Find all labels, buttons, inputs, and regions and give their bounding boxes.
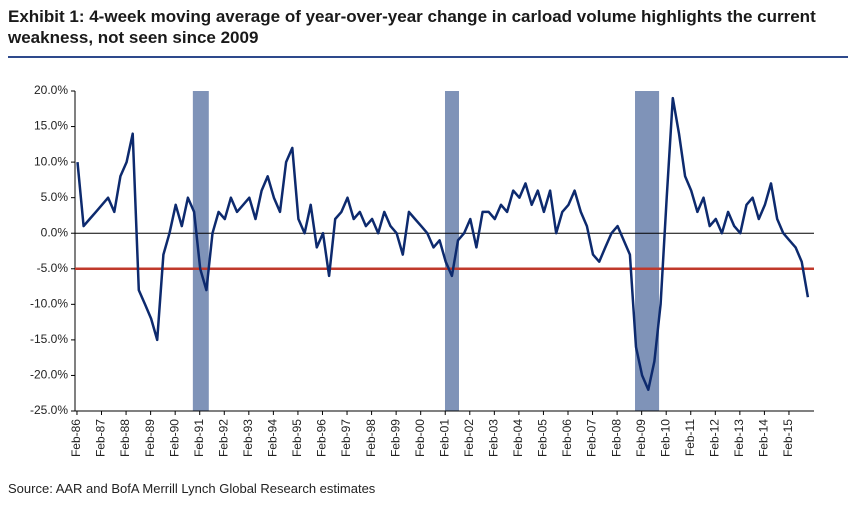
data-line [76,96,810,391]
x-tick-label: Feb-03 [487,419,501,457]
x-tick-label: Feb-08 [609,419,623,457]
y-tick-label: 5.0% [41,190,69,204]
y-tick-label: 15.0% [34,119,68,133]
x-tick-label: Feb-90 [167,419,181,457]
x-tick-label: Feb-89 [143,419,157,457]
x-tick-label: Feb-06 [560,419,574,457]
shaded-span [444,91,459,411]
x-tick-label: Feb-91 [192,419,206,457]
x-tick-label: Feb-93 [241,419,255,457]
x-tick-label: Feb-01 [437,419,451,457]
x-tick-label: Feb-87 [94,419,108,457]
x-tick-label: Feb-96 [315,419,329,457]
y-tick-label: -25.0% [30,403,68,417]
x-tick-label: Feb-97 [339,419,353,457]
x-tick-label: Feb-02 [462,419,476,457]
x-tick-label: Feb-15 [781,419,795,457]
x-tick-label: Feb-05 [536,419,550,457]
y-tick-label: -5.0% [37,261,69,275]
x-tick-label: Feb-00 [413,419,427,457]
y-tick-label: 10.0% [34,154,68,168]
x-tick-label: Feb-13 [732,419,746,457]
source-note: Source: AAR and BofA Merrill Lynch Globa… [8,481,376,496]
x-tick-label: Feb-99 [388,419,402,457]
y-tick-label: -10.0% [30,297,68,311]
x-tick-label: Feb-14 [757,419,771,457]
x-tick-label: Feb-94 [266,419,280,457]
x-tick-label: Feb-88 [118,419,132,457]
y-tick-label: 20.0% [34,83,68,97]
x-tick-label: Feb-10 [658,419,672,457]
chart-title: Exhibit 1: 4-week moving average of year… [8,7,816,47]
title-rule [8,56,848,58]
shaded-span [192,91,209,411]
y-tick-label: -20.0% [30,368,68,382]
x-tick-label: Feb-12 [707,419,721,457]
y-tick-label: 0.0% [41,225,69,239]
x-tick-label: Feb-92 [216,419,230,457]
y-tick-label: -15.0% [30,332,68,346]
x-tick-label: Feb-07 [585,419,599,457]
x-tick-label: Feb-04 [511,419,525,457]
x-tick-label: Feb-09 [634,419,648,457]
x-tick-label: Feb-11 [683,419,697,456]
x-tick-label: Feb-95 [290,419,304,457]
x-tick-label: Feb-86 [69,419,83,457]
x-tick-label: Feb-98 [364,419,378,457]
